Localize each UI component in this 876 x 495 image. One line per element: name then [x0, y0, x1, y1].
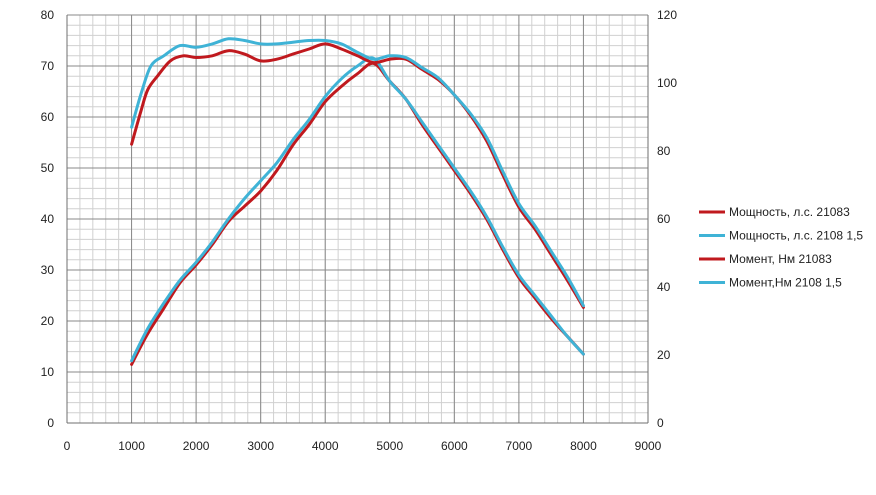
x-tick-label: 0	[64, 439, 71, 453]
series-line-torque-2108-1-5	[130, 37, 585, 308]
y-right-tick-label: 40	[657, 280, 671, 294]
y-right-tick-label: 20	[657, 348, 671, 362]
x-tick-label: 7000	[506, 439, 533, 453]
legend-label-power-21083: Мощность, л.с. 21083	[729, 205, 850, 219]
y-left-tick-label: 40	[41, 212, 55, 226]
x-tick-label: 2000	[183, 439, 210, 453]
y-left-tick-label: 10	[41, 365, 55, 379]
y-left-tick-label: 30	[41, 263, 55, 277]
x-tick-label: 4000	[312, 439, 339, 453]
y-right-tick-label: 100	[657, 76, 677, 90]
series-line-power-2108-1-5	[130, 56, 585, 363]
x-tick-label: 8000	[570, 439, 597, 453]
x-tick-label: 6000	[441, 439, 468, 453]
y-right-tick-label: 80	[657, 144, 671, 158]
grid	[66, 14, 649, 424]
x-tick-label: 9000	[635, 439, 662, 453]
y-left-tick-label: 70	[41, 59, 55, 73]
x-tick-label: 1000	[118, 439, 145, 453]
y-right-tick-label: 60	[657, 212, 671, 226]
legend-label-torque-21083: Момент, Нм 21083	[729, 252, 832, 266]
y-left-tick-label: 80	[41, 8, 55, 22]
y-left-tick-label: 20	[41, 314, 55, 328]
x-tick-label: 3000	[247, 439, 274, 453]
legend-label-torque-2108-1-5: Момент,Нм 2108 1,5	[729, 276, 842, 290]
y-right-tick-label: 120	[657, 8, 677, 22]
y-left-tick-label: 60	[41, 110, 55, 124]
y-right-tick-label: 0	[657, 416, 664, 430]
y-left-tick-label: 0	[47, 416, 54, 430]
legend-label-power-2108-1-5: Мощность, л.с. 2108 1,5	[729, 229, 863, 243]
x-tick-label: 5000	[376, 439, 403, 453]
y-left-tick-label: 50	[41, 161, 55, 175]
